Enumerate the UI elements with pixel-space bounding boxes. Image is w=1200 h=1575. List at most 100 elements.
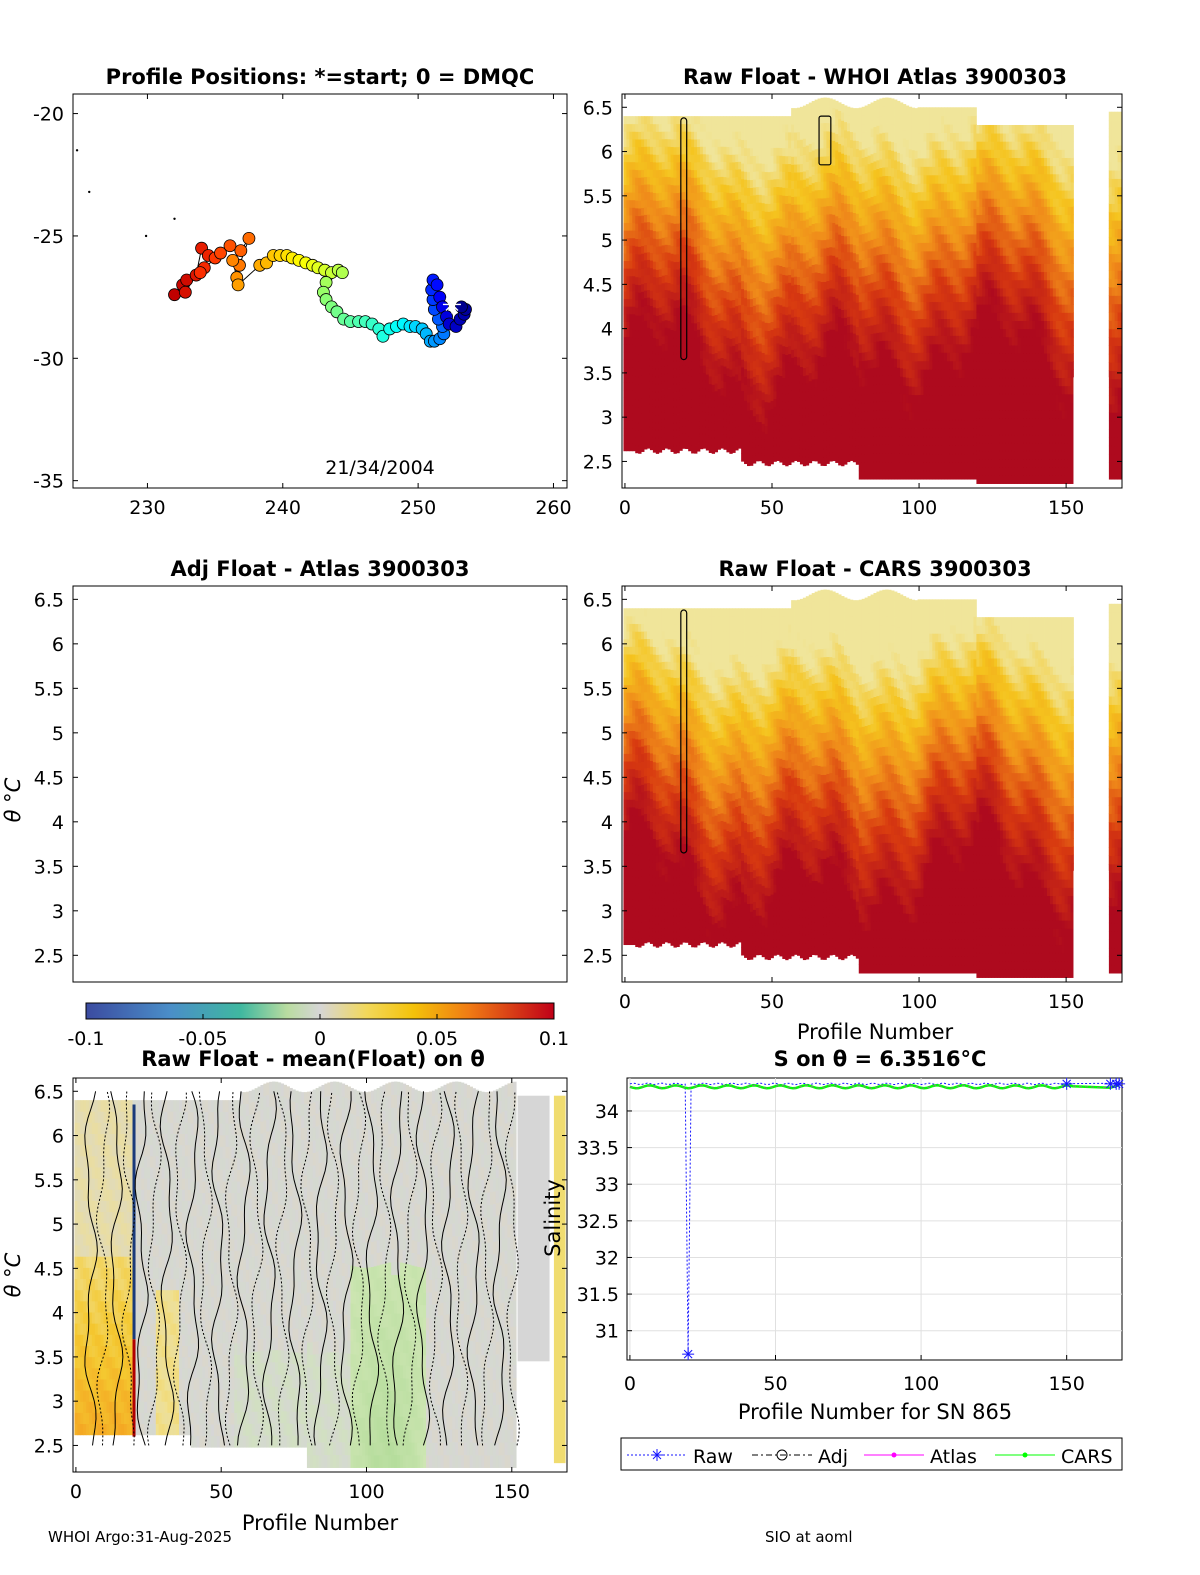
field-cell	[858, 175, 863, 185]
field-cell	[779, 234, 783, 243]
field-cell	[744, 226, 748, 235]
field-cell	[849, 372, 854, 381]
field-cell	[623, 397, 627, 406]
field-cell	[744, 360, 748, 370]
field-cell	[714, 352, 718, 361]
field-cell	[702, 214, 707, 223]
field-cell	[738, 357, 742, 366]
field-cell	[773, 131, 777, 141]
field-cell	[697, 329, 701, 338]
field-cell	[732, 383, 736, 392]
field-cell	[802, 261, 807, 270]
field-cell	[761, 202, 766, 212]
field-cell	[814, 337, 818, 347]
field-cell	[729, 277, 733, 286]
field-cell	[635, 169, 639, 178]
field-cell	[902, 419, 907, 429]
field-cell	[664, 221, 668, 230]
field-cell	[682, 123, 686, 132]
field-cell	[767, 275, 771, 284]
field-cell	[847, 268, 851, 277]
field-cell	[785, 171, 789, 181]
field-cell	[841, 334, 845, 343]
field-cell	[826, 280, 830, 290]
field-cell	[673, 123, 677, 132]
field-cell	[826, 239, 830, 248]
field-cell	[670, 337, 674, 346]
field-cell	[947, 200, 951, 210]
field-cell	[864, 436, 868, 446]
field-cell	[702, 138, 707, 147]
field-cell	[658, 383, 663, 392]
field-cell	[941, 183, 945, 193]
field-cell	[926, 276, 930, 286]
field-cell	[788, 456, 792, 465]
field-cell	[858, 318, 863, 328]
field-cell	[902, 376, 907, 386]
field-cell	[782, 409, 786, 418]
field-cell	[941, 259, 945, 269]
field-cell	[938, 191, 942, 201]
field-cell	[691, 368, 695, 377]
field-cell	[941, 250, 945, 260]
field-cell	[888, 461, 892, 471]
field-cell	[694, 445, 698, 454]
field-cell	[870, 384, 874, 394]
field-cell	[676, 177, 680, 186]
field-cell	[714, 345, 718, 354]
field-cell	[879, 193, 883, 203]
field-cell	[805, 210, 810, 220]
field-cell	[855, 180, 860, 190]
field-cell	[870, 367, 874, 377]
field-cell	[764, 322, 768, 331]
field-cell	[649, 138, 654, 147]
field-cell	[823, 440, 827, 450]
field-cell	[714, 154, 718, 163]
field-cell	[849, 380, 854, 389]
field-cell	[826, 405, 830, 415]
field-cell	[770, 448, 774, 457]
field-cell	[723, 373, 727, 382]
field-cell	[894, 323, 898, 333]
field-cell	[888, 418, 892, 428]
field-cell	[817, 438, 821, 448]
field-cell	[723, 313, 727, 322]
field-cell	[726, 421, 730, 430]
field-cell	[714, 184, 718, 193]
field-cell	[752, 258, 757, 267]
field-cell	[714, 360, 718, 369]
field-cell	[947, 276, 951, 286]
field-cell	[835, 199, 839, 209]
field-cell	[811, 362, 816, 372]
field-cell	[891, 314, 895, 324]
field-cell	[947, 242, 951, 252]
field-cell	[929, 411, 933, 421]
field-cell	[791, 180, 795, 189]
field-cell	[899, 350, 904, 360]
field-cell	[917, 259, 921, 269]
field-cell	[905, 470, 910, 480]
field-cell	[699, 221, 704, 230]
field-cell	[732, 162, 736, 171]
field-cell	[708, 292, 713, 301]
field-cell	[723, 411, 727, 420]
field-cell	[688, 138, 692, 147]
field-cell	[641, 329, 645, 338]
field-cell	[788, 393, 792, 402]
field-cell	[638, 223, 642, 232]
field-cell	[658, 436, 663, 445]
field-cell	[788, 274, 792, 283]
field-cell	[764, 314, 768, 323]
field-cell	[799, 244, 804, 254]
field-cell	[835, 141, 839, 151]
field-cell	[885, 253, 889, 263]
field-cell	[920, 436, 924, 446]
field-cell	[758, 202, 763, 211]
field-cell	[723, 146, 727, 155]
field-cell	[891, 375, 895, 385]
field-cell	[841, 367, 845, 376]
field-cell	[635, 422, 639, 431]
field-cell	[905, 292, 910, 302]
field-cell	[820, 356, 824, 366]
field-cell	[741, 304, 745, 313]
